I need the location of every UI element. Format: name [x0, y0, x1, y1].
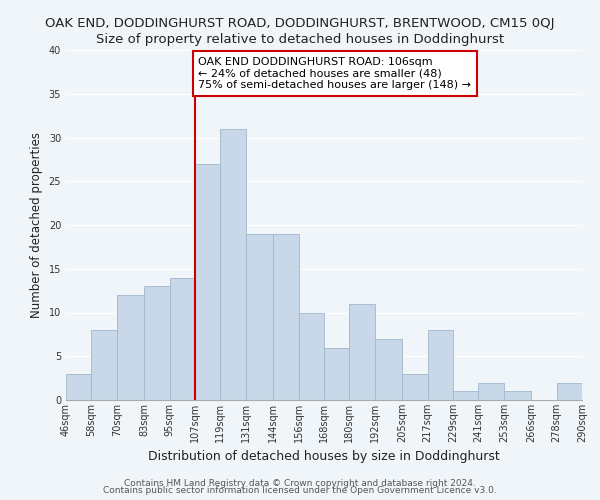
- Bar: [117, 295, 144, 400]
- Bar: [91, 330, 117, 400]
- Bar: [299, 312, 324, 400]
- Y-axis label: Number of detached properties: Number of detached properties: [30, 132, 43, 318]
- Text: Contains public sector information licensed under the Open Government Licence v3: Contains public sector information licen…: [103, 486, 497, 495]
- Bar: [504, 391, 531, 400]
- Text: Size of property relative to detached houses in Doddinghurst: Size of property relative to detached ho…: [96, 32, 504, 46]
- Bar: [144, 286, 170, 400]
- Bar: [66, 374, 91, 400]
- Bar: [170, 278, 195, 400]
- Text: OAK END DODDINGHURST ROAD: 106sqm
← 24% of detached houses are smaller (48)
75% : OAK END DODDINGHURST ROAD: 106sqm ← 24% …: [198, 57, 471, 90]
- Text: OAK END, DODDINGHURST ROAD, DODDINGHURST, BRENTWOOD, CM15 0QJ: OAK END, DODDINGHURST ROAD, DODDINGHURST…: [45, 18, 555, 30]
- Bar: [478, 382, 504, 400]
- Bar: [375, 339, 402, 400]
- Bar: [273, 234, 299, 400]
- X-axis label: Distribution of detached houses by size in Doddinghurst: Distribution of detached houses by size …: [148, 450, 500, 464]
- Bar: [220, 129, 246, 400]
- Text: Contains HM Land Registry data © Crown copyright and database right 2024.: Contains HM Land Registry data © Crown c…: [124, 478, 476, 488]
- Bar: [195, 164, 220, 400]
- Bar: [349, 304, 375, 400]
- Bar: [402, 374, 428, 400]
- Bar: [324, 348, 349, 400]
- Bar: [428, 330, 453, 400]
- Bar: [453, 391, 478, 400]
- Bar: [246, 234, 273, 400]
- Bar: [557, 382, 582, 400]
